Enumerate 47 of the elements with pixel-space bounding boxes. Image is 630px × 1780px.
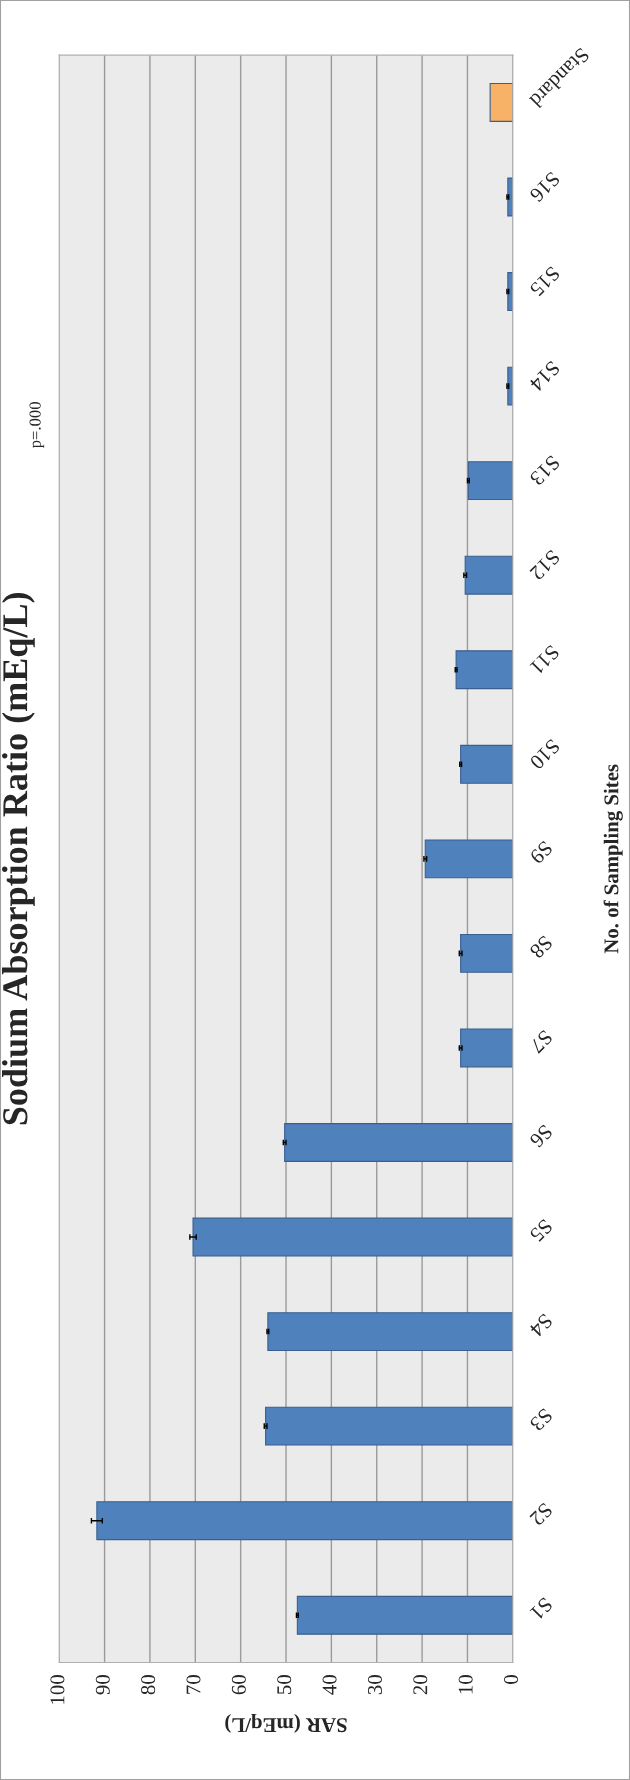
x-tick-label: 30 bbox=[367, 1675, 382, 1695]
x-tick-label: 40 bbox=[322, 1675, 337, 1695]
bar bbox=[267, 1312, 513, 1352]
bar bbox=[192, 1217, 513, 1257]
x-tick-label: 50 bbox=[277, 1675, 292, 1694]
x-axis-title: SAR (mEq/L) bbox=[225, 1713, 347, 1733]
y-tick-label: S11 bbox=[529, 644, 560, 676]
y-axis-title: No. of Sampling Sites bbox=[603, 764, 623, 954]
y-tick-label: S7 bbox=[529, 1029, 554, 1054]
x-tick-label: 0 bbox=[503, 1675, 519, 1684]
y-tick-label: S2 bbox=[529, 1502, 554, 1527]
x-tick-label: 60 bbox=[231, 1675, 246, 1695]
y-tick-label: S14 bbox=[528, 360, 561, 393]
y-tick-label: S16 bbox=[529, 171, 561, 203]
bar bbox=[284, 1123, 513, 1162]
bar bbox=[460, 1028, 513, 1068]
x-tick-label: 90 bbox=[95, 1675, 110, 1695]
text: p=.000 bbox=[29, 402, 45, 449]
y-tick-label: S4 bbox=[528, 1313, 554, 1338]
y-tick-label: S1 bbox=[529, 1596, 554, 1621]
text: Sodium Absorption Ratio (mEq/L) bbox=[2, 593, 35, 1125]
bar bbox=[96, 1501, 513, 1541]
y-tick-label: S15 bbox=[529, 265, 561, 298]
y-tick-label: S8 bbox=[529, 935, 554, 960]
x-tick-label: 70 bbox=[186, 1675, 201, 1694]
x-tick-label: 20 bbox=[413, 1675, 428, 1695]
y-tick-label: S12 bbox=[529, 549, 561, 581]
bar bbox=[265, 1406, 513, 1446]
x-tick-label: 80 bbox=[141, 1675, 156, 1695]
bar bbox=[489, 82, 513, 122]
x-tick-label: 10 bbox=[458, 1675, 473, 1694]
bar bbox=[424, 839, 513, 879]
bar bbox=[507, 272, 513, 312]
bar bbox=[455, 650, 513, 690]
y-tick-label: S10 bbox=[529, 738, 561, 770]
y-tick-label: S13 bbox=[529, 455, 561, 487]
x-tick-label: 100 bbox=[50, 1675, 65, 1704]
bar bbox=[460, 933, 513, 973]
bar bbox=[296, 1595, 513, 1635]
y-tick-label: S6 bbox=[529, 1124, 554, 1149]
y-tick-label: S5 bbox=[529, 1218, 554, 1243]
y-tick-label: S9 bbox=[529, 840, 554, 865]
bar bbox=[464, 555, 513, 595]
bar bbox=[507, 177, 513, 217]
bar bbox=[460, 744, 513, 784]
y-tick-label: S3 bbox=[529, 1407, 554, 1432]
bar bbox=[467, 461, 513, 501]
